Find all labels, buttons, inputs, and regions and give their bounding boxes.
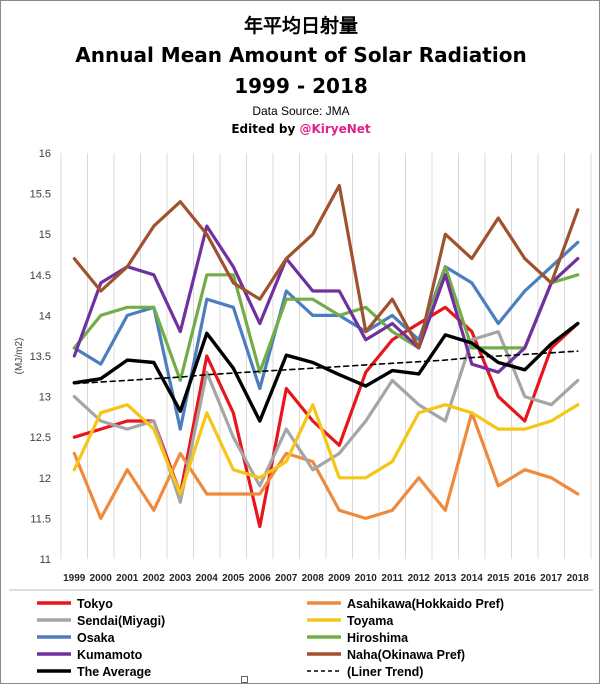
edited-by-handle: @KiryeNet: [299, 122, 371, 136]
legend-label-toyama: Toyama: [347, 614, 394, 628]
y-tick-label: 16: [39, 148, 51, 160]
y-tick-label: 15.5: [30, 189, 51, 201]
x-tick-label: 2012: [408, 573, 431, 584]
x-tick-label: 2011: [381, 573, 403, 584]
series-line-asahikawa-hokkaido-pref: [72, 411, 580, 521]
series-line-naha-okinawa-pref: [72, 183, 580, 350]
edited-by-prefix: Edited by: [231, 122, 300, 136]
x-tick-label: 2002: [143, 573, 166, 584]
x-tick-label: 2007: [275, 573, 298, 584]
x-tick-label: 2006: [249, 573, 272, 584]
series-line-hiroshima: [72, 265, 580, 382]
series-line-sendai-miyagi: [72, 330, 580, 504]
legend-label-hiroshima: Hiroshima: [347, 631, 409, 645]
chart-title-japanese: 年平均日射量: [243, 15, 358, 37]
y-tick-label: 12.5: [30, 432, 51, 444]
legend-label-tokyo: Tokyo: [77, 597, 113, 611]
y-tick-label: 13: [39, 392, 51, 404]
x-tick-label: 2013: [434, 573, 457, 584]
series-line-the-average: [72, 321, 580, 423]
resize-handle[interactable]: [241, 676, 248, 683]
x-tick-label: 2008: [302, 573, 325, 584]
x-tick-label: 1999: [63, 573, 86, 584]
y-tick-label: 15: [39, 229, 51, 241]
chart-period: 1999 - 2018: [234, 74, 368, 98]
legend-label-osaka: Osaka: [77, 631, 116, 645]
data-source: Data Source: JMA: [252, 104, 350, 118]
legend-label-kumamoto: Kumamoto: [77, 648, 143, 662]
x-tick-label: 2014: [461, 573, 484, 584]
y-tick-label: 12: [39, 473, 51, 485]
x-tick-label: 2001: [116, 573, 139, 584]
x-tick-label: 2009: [328, 573, 351, 584]
y-axis-label: (MJ/m2): [14, 338, 25, 375]
x-tick-label: 2005: [222, 573, 245, 584]
y-tick-label: 11: [40, 554, 51, 566]
x-tick-label: 2010: [355, 573, 378, 584]
edited-by: Edited by @KiryeNet: [1, 122, 599, 136]
legend-label-naha-okinawa-pref: Naha(Okinawa Pref): [347, 648, 465, 662]
y-tick-label: 13.5: [30, 351, 51, 363]
chart-title: Annual Mean Amount of Solar Radiation: [75, 43, 527, 67]
x-tick-label: 2004: [196, 573, 219, 584]
legend-label-the-average: The Average: [77, 665, 151, 679]
series-line-osaka: [72, 240, 580, 431]
y-tick-label: 14.5: [30, 270, 51, 282]
x-tick-label: 2017: [540, 573, 563, 584]
legend-label-liner-trend: (Liner Trend): [347, 665, 423, 679]
x-tick-label: 2000: [90, 573, 113, 584]
series-line-toyama: [72, 403, 580, 496]
series-line-liner-trend: [73, 350, 579, 385]
y-tick-label: 11.5: [30, 513, 51, 525]
legend-label-sendai-miyagi: Sendai(Miyagi): [77, 614, 165, 628]
x-tick-label: 2018: [567, 573, 590, 584]
y-tick-label: 14: [39, 310, 51, 322]
x-tick-label: 2016: [514, 573, 537, 584]
legend-label-asahikawa-hokkaido-pref: Asahikawa(Hokkaido Pref): [347, 597, 504, 611]
series-line-kumamoto: [72, 224, 580, 374]
x-tick-label: 2003: [169, 573, 192, 584]
x-tick-label: 2015: [487, 573, 510, 584]
